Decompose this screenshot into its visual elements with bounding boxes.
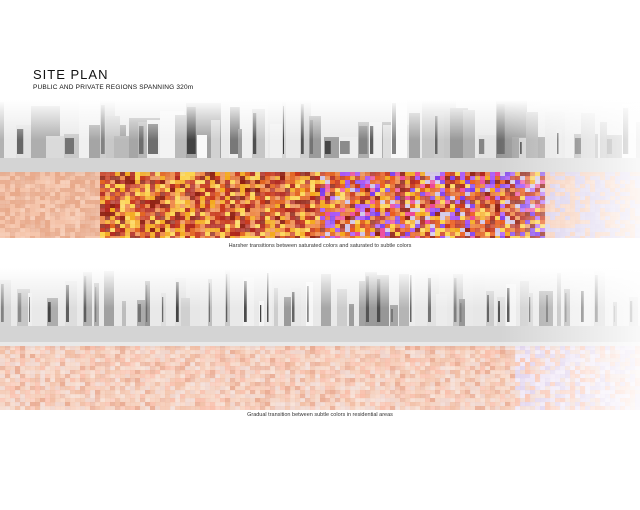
color-band-1 [0,172,640,238]
page-title: SITE PLAN [33,67,109,82]
aerial-map-1 [0,100,640,180]
site-plan-public [0,100,640,240]
site-plan-residential [0,268,640,410]
aerial-map-2 [0,268,640,348]
plan-1-caption: Harsher transitions between saturated co… [228,243,412,249]
color-band-2 [0,346,640,410]
page-subtitle: PUBLIC AND PRIVATE REGIONS SPANNING 320m [33,84,194,91]
plan-2-caption: Gradual transition between subtle colors… [247,412,393,418]
